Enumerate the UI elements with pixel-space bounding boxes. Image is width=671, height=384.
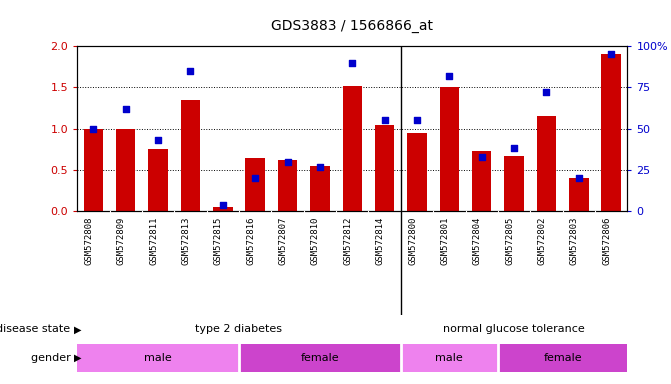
Bar	[246, 157, 265, 211]
Point	[120, 106, 131, 112]
Text: male: male	[435, 353, 463, 363]
Bar	[180, 100, 200, 211]
Bar	[601, 55, 621, 211]
Point	[153, 137, 164, 143]
Bar	[213, 207, 233, 211]
Bar	[375, 124, 395, 211]
Text: GSM572807: GSM572807	[278, 217, 288, 265]
Bar	[84, 129, 103, 211]
Text: gender: gender	[31, 353, 74, 363]
Point	[574, 175, 584, 181]
Bar	[116, 129, 136, 211]
Text: female: female	[544, 353, 582, 363]
Point	[444, 73, 455, 79]
Point	[379, 117, 390, 123]
Text: GSM572815: GSM572815	[214, 217, 223, 265]
Text: GSM572804: GSM572804	[473, 217, 482, 265]
Text: type 2 diabetes: type 2 diabetes	[195, 324, 282, 334]
Point	[411, 117, 422, 123]
Point	[606, 51, 617, 58]
Bar	[537, 116, 556, 211]
Bar	[440, 88, 459, 211]
Point	[217, 202, 228, 208]
Text: female: female	[301, 353, 340, 363]
Text: ▶: ▶	[74, 324, 81, 334]
Text: GSM572813: GSM572813	[181, 217, 191, 265]
Text: GSM572805: GSM572805	[505, 217, 514, 265]
Bar	[77, 344, 239, 372]
Text: GSM572810: GSM572810	[311, 217, 320, 265]
Text: disease state: disease state	[0, 324, 74, 334]
Point	[250, 175, 260, 181]
Point	[282, 159, 293, 165]
Bar	[239, 344, 401, 372]
Point	[88, 126, 99, 132]
Bar	[407, 133, 427, 211]
Point	[185, 68, 196, 74]
Text: GSM572814: GSM572814	[376, 217, 384, 265]
Text: GDS3883 / 1566866_at: GDS3883 / 1566866_at	[271, 19, 433, 33]
Text: GSM572802: GSM572802	[537, 217, 546, 265]
Bar	[472, 151, 491, 211]
Bar	[310, 166, 329, 211]
Text: GSM572808: GSM572808	[85, 217, 93, 265]
Text: GSM572803: GSM572803	[570, 217, 579, 265]
Bar	[569, 178, 588, 211]
Bar	[148, 149, 168, 211]
Text: GSM572801: GSM572801	[440, 217, 450, 265]
Text: GSM572809: GSM572809	[117, 217, 125, 265]
Point	[315, 164, 325, 170]
Text: GSM572816: GSM572816	[246, 217, 255, 265]
Point	[541, 89, 552, 95]
Bar	[505, 156, 524, 211]
Text: GSM572800: GSM572800	[408, 217, 417, 265]
Point	[476, 154, 487, 160]
Text: GSM572806: GSM572806	[602, 217, 611, 265]
Text: GSM572811: GSM572811	[149, 217, 158, 265]
Bar	[343, 86, 362, 211]
Text: GSM572812: GSM572812	[344, 217, 352, 265]
Bar	[278, 160, 297, 211]
Point	[509, 146, 519, 152]
Point	[347, 60, 358, 66]
Text: normal glucose tolerance: normal glucose tolerance	[444, 324, 585, 334]
Text: ▶: ▶	[74, 353, 81, 363]
Bar	[498, 344, 627, 372]
Bar	[401, 344, 498, 372]
Text: male: male	[144, 353, 172, 363]
